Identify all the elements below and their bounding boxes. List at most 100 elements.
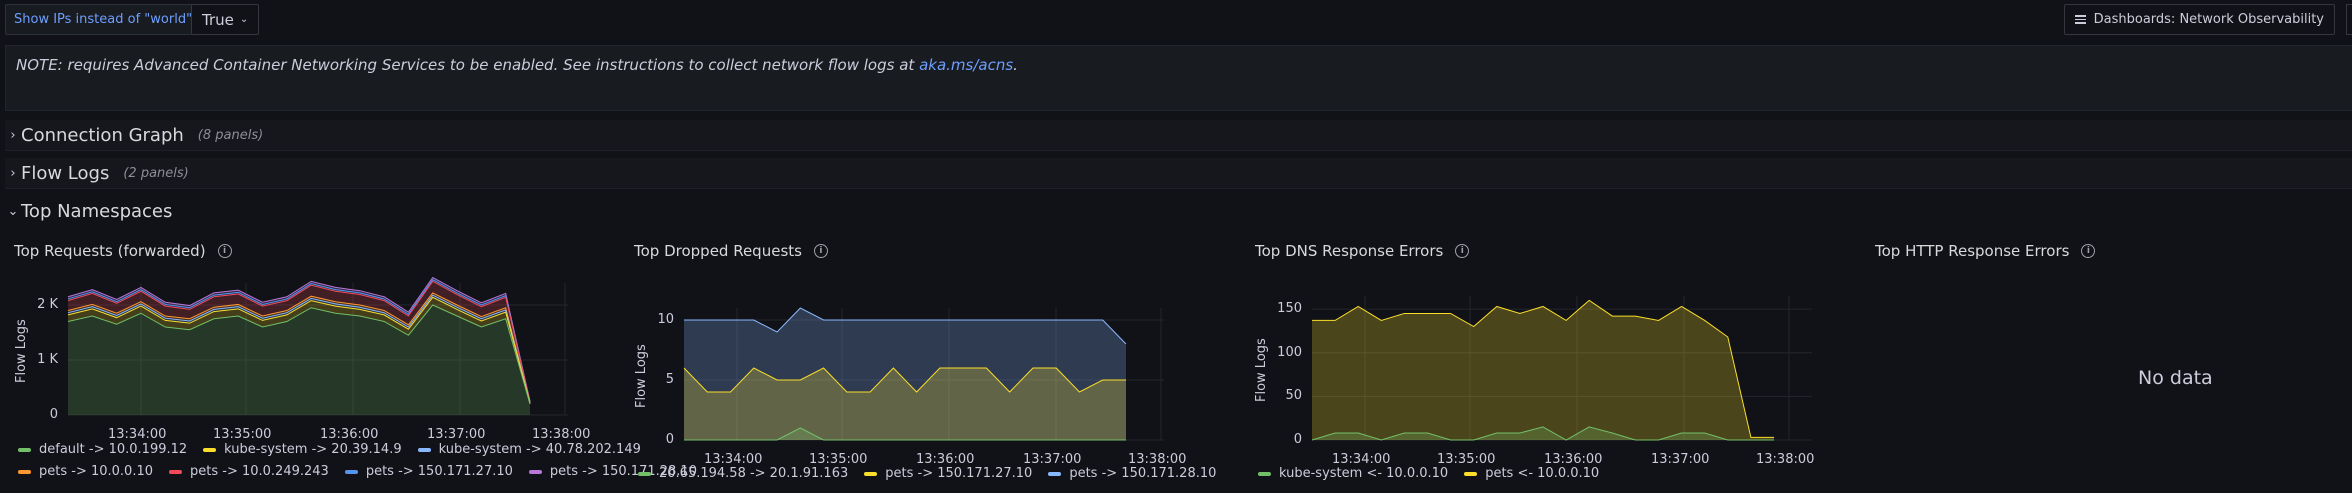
- legend-swatch: [169, 469, 182, 474]
- legend-item[interactable]: kube-system -> 40.78.202.149: [417, 442, 641, 457]
- legend-row: 20.65.194.58 -> 20.1.91.163 pets -> 150.1…: [638, 466, 1216, 481]
- series-line: [67, 296, 531, 404]
- legend-item[interactable]: pets -> 10.0.249.243: [169, 464, 329, 479]
- y-tick-label: 10: [657, 312, 674, 327]
- x-tick-label: 13:38:00: [532, 427, 591, 442]
- row-connection-graph[interactable]: › Connection Graph (8 panels): [5, 120, 2352, 151]
- legend-swatch: [203, 447, 217, 452]
- legend-item[interactable]: pets -> 150.171.28.10: [1048, 466, 1216, 481]
- note-suffix: .: [1013, 56, 1018, 74]
- series-area: [68, 281, 530, 403]
- chevron-right-icon: ›: [10, 165, 16, 181]
- panel-title-wrap: Top HTTP Response Errors i: [1875, 242, 2096, 260]
- y-axis-label: Flow Logs: [634, 344, 649, 408]
- series-area: [684, 308, 1126, 440]
- series-area: [1312, 300, 1774, 440]
- series-line: [1311, 426, 1774, 441]
- info-icon[interactable]: i: [217, 244, 232, 258]
- legend-swatch: [864, 471, 878, 476]
- legend-swatch: [18, 447, 31, 452]
- legend-item[interactable]: pets <- 10.0.0.10: [1464, 466, 1599, 481]
- row-panel-count: (2 panels): [123, 165, 189, 181]
- legend-label: pets -> 150.171.28.10: [1069, 466, 1217, 481]
- info-icon[interactable]: i: [1455, 244, 1470, 258]
- x-tick-label: 13:38:00: [1756, 452, 1815, 467]
- chart-svg[interactable]: [67, 276, 568, 416]
- panel-top-http-errors: Top HTTP Response Errors i No data: [1866, 235, 2352, 493]
- row-flow-logs[interactable]: › Flow Logs (2 panels): [5, 158, 2352, 189]
- y-tick-label: 100: [1277, 344, 1302, 360]
- row-title: Top Namespaces: [21, 200, 173, 222]
- series-line: [683, 367, 1126, 393]
- chart-svg[interactable]: [683, 307, 1164, 441]
- legend-item[interactable]: pets -> 150.171.27.10: [344, 464, 513, 479]
- panel-title-wrap: Top Requests (forwarded) i: [14, 242, 232, 260]
- series-line: [67, 294, 531, 404]
- y-axis-label: Flow Logs: [1254, 338, 1269, 402]
- series-area: [68, 297, 530, 404]
- legend-item[interactable]: default -> 10.0.199.12: [18, 442, 187, 457]
- row-panel-count: (8 panels): [197, 127, 264, 143]
- legend-swatch: [18, 469, 31, 474]
- legend-item[interactable]: kube-system <- 10.0.0.10: [1258, 466, 1448, 481]
- legend-swatch: [1258, 471, 1271, 476]
- y-tick-label: 0: [665, 432, 674, 447]
- note-panel: NOTE: requires Advanced Container Networ…: [5, 45, 2352, 111]
- legend-swatch: [344, 469, 358, 474]
- row-top-namespaces[interactable]: ⌄ Top Namespaces: [5, 196, 2352, 226]
- chevron-right-icon: ›: [10, 127, 16, 143]
- no-data-text: No data: [2138, 367, 2213, 389]
- dashboards-link-button[interactable]: Dashboards: Network Observability: [2063, 4, 2335, 35]
- toolbar-overflow-button[interactable]: [2346, 4, 2352, 35]
- legend-label: kube-system -> 20.39.14.9: [224, 442, 402, 457]
- x-tick-label: 13:37:00: [427, 427, 486, 442]
- series-line: [67, 280, 531, 402]
- legend-label: pets <- 10.0.0.10: [1485, 466, 1600, 481]
- series-area: [1312, 426, 1774, 440]
- legend-label: pets -> 10.0.0.10: [39, 464, 153, 479]
- series-line: [67, 292, 531, 404]
- legend-label: default -> 10.0.199.12: [39, 442, 188, 457]
- y-tick-label: 5: [665, 372, 674, 387]
- legend-label: 20.65.194.58 -> 20.1.91.163: [659, 466, 849, 481]
- info-icon[interactable]: i: [2081, 244, 2096, 258]
- x-tick-label: 13:35:00: [1437, 452, 1496, 467]
- panel-title-wrap: Top Dropped Requests i: [634, 242, 828, 260]
- note-text: NOTE: requires Advanced Container Networ…: [16, 56, 920, 74]
- legend-row: default -> 10.0.199.12 kube-system -> 20.…: [18, 442, 641, 457]
- x-tick-label: 13:38:00: [1128, 452, 1187, 467]
- variable-select-show-ips[interactable]: True ⌄: [191, 4, 260, 35]
- legend-item[interactable]: pets -> 10.0.0.10: [18, 464, 153, 479]
- panel-title-wrap: Top DNS Response Errors i: [1255, 242, 1470, 260]
- legend-swatch: [528, 469, 542, 474]
- x-tick-label: 13:37:00: [1023, 452, 1082, 467]
- legend-label: pets -> 10.0.249.243: [190, 464, 329, 479]
- x-tick-label: 13:35:00: [809, 452, 868, 467]
- legend-item[interactable]: pets -> 150.171.28.10: [528, 464, 697, 479]
- series-line: [67, 279, 531, 402]
- x-tick-label: 13:34:00: [704, 452, 763, 467]
- x-tick-label: 13:35:00: [213, 427, 272, 442]
- series-line: [1312, 299, 1774, 438]
- chart-svg[interactable]: [1311, 296, 1812, 441]
- panel-top-requests: Top Requests (forwarded) i: [5, 235, 620, 493]
- info-icon[interactable]: i: [813, 244, 828, 258]
- variable-label-show-ips: Show IPs instead of "world": [5, 4, 202, 35]
- row-title: Flow Logs: [21, 162, 110, 184]
- legend-item[interactable]: kube-system -> 20.39.14.9: [203, 442, 402, 457]
- y-tick-label: 150: [1277, 301, 1302, 317]
- x-tick-label: 13:36:00: [320, 427, 379, 442]
- legend-swatch: [1464, 471, 1478, 476]
- series-line: [684, 307, 1127, 345]
- series-area: [68, 305, 530, 415]
- series-line: [67, 276, 531, 402]
- x-tick-label: 13:37:00: [1651, 452, 1710, 467]
- legend-item[interactable]: pets -> 150.171.27.10: [864, 466, 1032, 481]
- y-axis-label: Flow Logs: [14, 319, 29, 383]
- series-line: [684, 427, 1126, 441]
- note-link[interactable]: aka.ms/acns: [919, 56, 1014, 74]
- panel-title: Top Dropped Requests: [634, 242, 802, 260]
- y-tick-label: 2 K: [37, 297, 58, 312]
- legend-item[interactable]: 20.65.194.58 -> 20.1.91.163: [638, 466, 848, 481]
- legend-label: kube-system <- 10.0.0.10: [1279, 466, 1449, 481]
